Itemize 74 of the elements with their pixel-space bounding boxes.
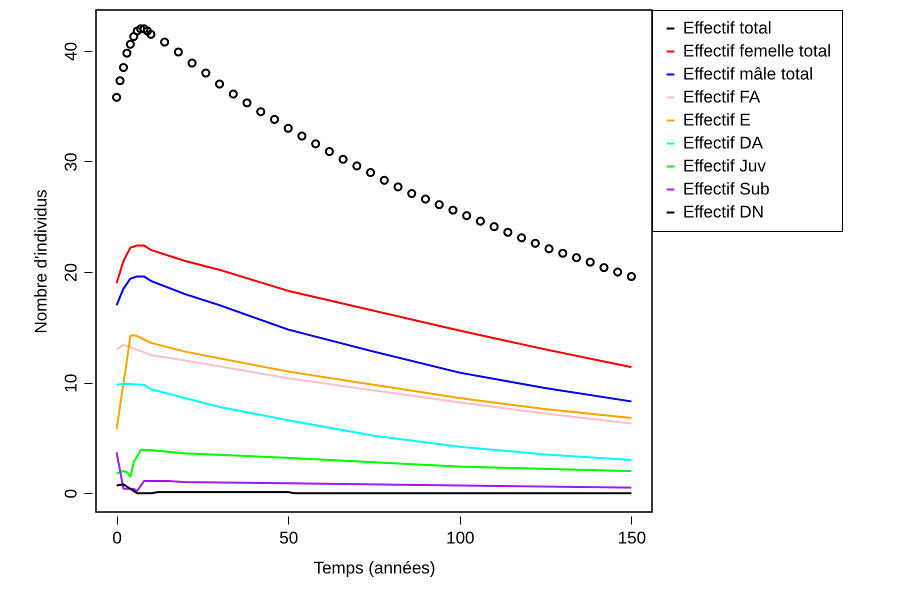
point bbox=[142, 26, 152, 36]
point bbox=[626, 272, 636, 282]
point bbox=[311, 139, 320, 148]
line-series bbox=[116, 449, 632, 478]
point bbox=[146, 30, 156, 39]
x-tick-label: 50 bbox=[279, 528, 298, 548]
x-tick-label: 0 bbox=[112, 528, 122, 548]
y-tick-label: 40 bbox=[62, 42, 80, 61]
y-tick-label: 30 bbox=[62, 152, 80, 172]
point bbox=[503, 228, 512, 237]
point bbox=[126, 40, 135, 49]
point bbox=[462, 211, 472, 220]
point bbox=[270, 114, 280, 124]
line-series bbox=[116, 244, 632, 368]
point bbox=[448, 206, 458, 215]
point bbox=[338, 154, 348, 164]
point bbox=[572, 253, 582, 262]
point bbox=[112, 92, 122, 102]
legend-label: Effectif DN bbox=[683, 202, 764, 222]
legend-label: Effectif E bbox=[683, 110, 751, 130]
line-series bbox=[116, 382, 632, 462]
y-tick-label: 10 bbox=[62, 374, 80, 393]
line-series bbox=[116, 334, 632, 430]
point bbox=[201, 68, 210, 78]
point bbox=[242, 98, 252, 108]
line-series bbox=[116, 275, 632, 402]
point bbox=[228, 90, 238, 99]
point bbox=[122, 48, 132, 58]
x-tick-label: 150 bbox=[618, 528, 646, 548]
point bbox=[544, 244, 554, 254]
line-series bbox=[116, 451, 632, 492]
point bbox=[174, 47, 183, 57]
point bbox=[160, 38, 170, 47]
point bbox=[215, 80, 224, 89]
point bbox=[407, 189, 416, 198]
point bbox=[118, 62, 128, 72]
point bbox=[476, 216, 485, 226]
point bbox=[284, 124, 293, 133]
point bbox=[136, 24, 146, 34]
point bbox=[188, 58, 197, 68]
point bbox=[599, 263, 608, 272]
point bbox=[530, 238, 540, 248]
point bbox=[434, 200, 444, 210]
point bbox=[129, 32, 138, 42]
point bbox=[115, 76, 125, 86]
point bbox=[380, 176, 389, 185]
point bbox=[132, 26, 142, 36]
legend-label: Effectif mâle total bbox=[683, 64, 814, 84]
legend-label: Effectif femelle total bbox=[683, 42, 832, 60]
y-tick-label: 20 bbox=[62, 263, 80, 282]
x-tick-label: 100 bbox=[446, 528, 474, 548]
y-tick-label: 0 bbox=[62, 488, 80, 498]
legend-label: Effectif Sub bbox=[683, 180, 770, 198]
point bbox=[613, 268, 622, 277]
legend-label: Effectif total bbox=[683, 18, 772, 38]
point bbox=[490, 222, 499, 232]
point bbox=[366, 168, 376, 178]
line-series bbox=[116, 483, 632, 494]
point bbox=[558, 248, 568, 258]
legend-label: Effectif DA bbox=[683, 134, 764, 152]
point bbox=[517, 233, 526, 242]
point bbox=[140, 24, 149, 34]
y-axis-title: Nombre d'individus bbox=[32, 189, 50, 334]
line-series bbox=[116, 344, 632, 425]
point bbox=[352, 161, 362, 170]
x-axis-title: Temps (années) bbox=[314, 558, 436, 578]
point bbox=[393, 182, 403, 192]
point bbox=[297, 132, 306, 141]
point bbox=[420, 194, 430, 204]
point bbox=[586, 258, 595, 267]
point bbox=[256, 107, 266, 116]
point bbox=[324, 147, 334, 156]
legend-label: Effectif FA bbox=[683, 88, 761, 106]
legend-label: Effectif Juv bbox=[683, 156, 766, 176]
